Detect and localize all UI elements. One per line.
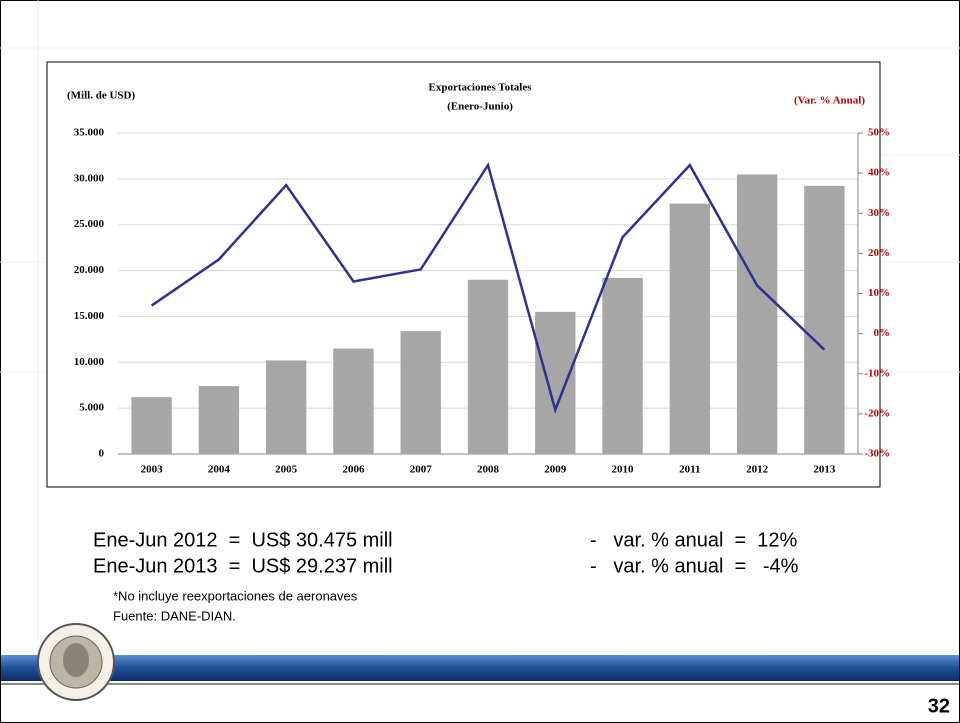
y-tick-label: 5.000	[79, 402, 104, 414]
chart-subtitle: (Enero-Junio)	[447, 101, 513, 113]
y2-tick-label: -10%	[864, 367, 890, 379]
summary-left: Ene-Jun 2013 = US$ 29.237 mill	[93, 555, 393, 577]
chart-title: Exportaciones Totales	[429, 82, 533, 94]
y-axis-label: (Mill. de USD)	[67, 90, 135, 102]
x-tick-label: 2011	[679, 464, 700, 476]
y-tick-label: 0	[99, 448, 105, 460]
y-tick-label: 20.000	[74, 264, 105, 276]
bar	[131, 397, 172, 454]
x-tick-label: 2005	[275, 464, 298, 476]
y-tick-label: 25.000	[74, 218, 105, 230]
summary-right: - var. % anual = 12%	[590, 529, 798, 551]
x-tick-label: 2009	[544, 464, 567, 476]
bar	[602, 277, 643, 454]
summary-right: - var. % anual = -4%	[590, 555, 799, 577]
x-tick-label: 2007	[410, 464, 433, 476]
bar	[266, 360, 307, 454]
bar	[669, 203, 710, 454]
x-tick-label: 2012	[746, 464, 769, 476]
bar	[198, 386, 240, 454]
x-tick-label: 2006	[342, 464, 365, 476]
note: *No incluye reexportaciones de aeronaves	[113, 588, 358, 603]
y-tick-label: 30.000	[74, 172, 105, 184]
page-number: 32	[928, 695, 950, 717]
footer-band	[1, 655, 959, 681]
line	[150, 162, 826, 414]
x-tick-label: 2008	[477, 464, 500, 476]
y2-tick-label: 50%	[868, 127, 890, 139]
bar	[535, 311, 576, 454]
y2-tick-label: -20%	[864, 407, 890, 419]
y2-tick-label: 20%	[868, 247, 890, 259]
bar	[736, 174, 778, 454]
y2-tick-label: 40%	[868, 167, 890, 179]
y-tick-label: 10.000	[74, 356, 105, 368]
bar	[400, 331, 441, 454]
y-tick-label: 35.000	[74, 127, 105, 139]
summary-left: Ene-Jun 2012 = US$ 30.475 mill	[93, 529, 393, 551]
x-tick-label: 2010	[612, 464, 635, 476]
y2-tick-label: 0%	[874, 327, 891, 339]
y2-axis-label: (Var. % Anual)	[794, 95, 865, 107]
logo	[37, 623, 115, 701]
y2-tick-label: 10%	[868, 287, 890, 299]
y-tick-label: 15.000	[74, 310, 105, 322]
y2-tick-label: -30%	[864, 448, 890, 460]
bar	[333, 348, 374, 454]
x-tick-label: 2013	[813, 464, 836, 476]
bar	[804, 185, 845, 454]
y2-tick-label: 30%	[868, 207, 890, 219]
x-tick-label: 2003	[141, 464, 164, 476]
bar	[467, 279, 509, 454]
note: Fuente: DANE-DIAN.	[113, 608, 236, 623]
x-tick-label: 2004	[208, 464, 231, 476]
